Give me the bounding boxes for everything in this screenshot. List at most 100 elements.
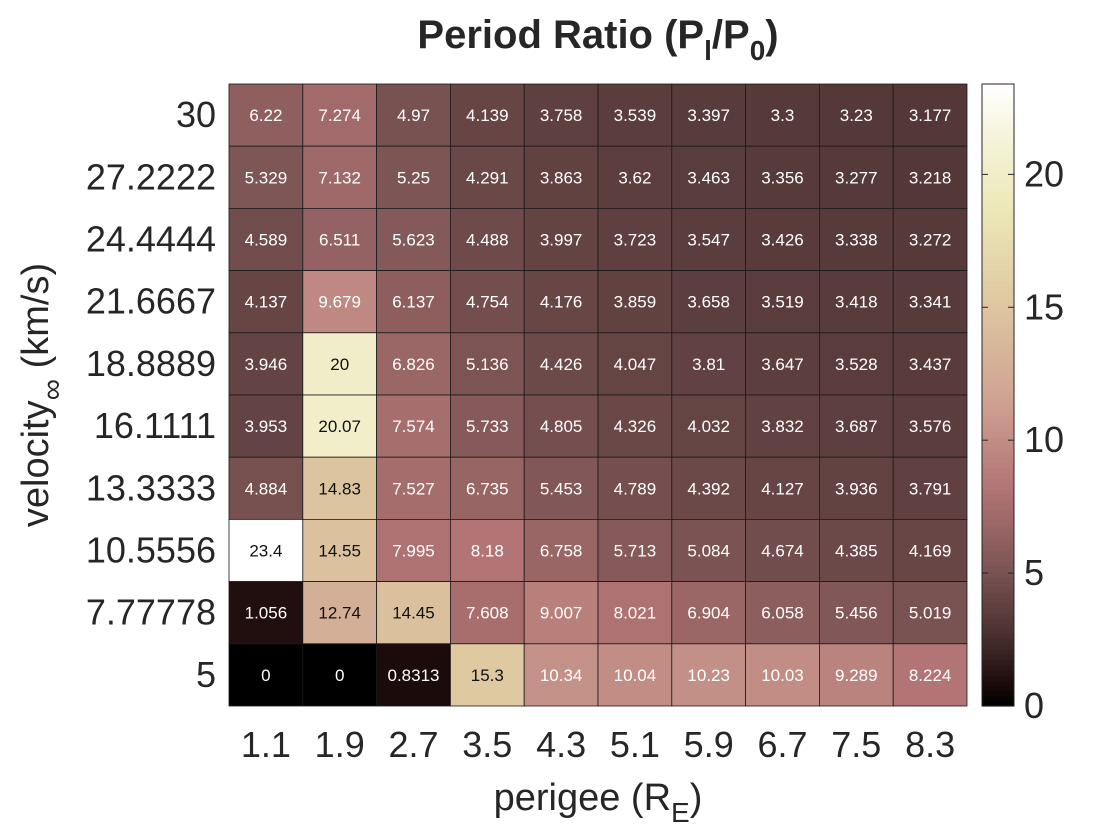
cell-value-label: 5.713 <box>614 542 657 561</box>
heatmap-cell <box>523 394 599 458</box>
heatmap-cell <box>228 456 304 520</box>
heatmap-cell <box>449 581 525 645</box>
heatmap-cell <box>376 207 451 271</box>
cell-value-label: 3.936 <box>835 479 878 498</box>
cell-value-label: 4.291 <box>466 168 509 187</box>
colorbar-strip <box>982 379 1014 386</box>
cell-value-label: 4.385 <box>835 542 878 561</box>
cell-value-label: 9.679 <box>318 293 361 312</box>
cell-value-label: 7.574 <box>392 417 435 436</box>
colorbar-strip <box>982 94 1014 101</box>
colorbar-strip <box>982 550 1014 557</box>
heatmap-cell <box>302 207 377 271</box>
cell-value-label: 3.418 <box>835 293 878 312</box>
heatmap-cell <box>671 643 746 707</box>
heatmap-cell <box>745 581 820 645</box>
cell-value-label: 8.224 <box>909 666 952 685</box>
heatmap-cell <box>376 643 451 707</box>
y-tick-labels: 30 27.2222 24.4444 21.6667 18.8889 16.1111 13.… <box>86 94 216 695</box>
heatmap-cell <box>302 332 377 396</box>
colorbar-strip <box>982 462 1014 469</box>
colorbar-strip <box>982 555 1014 562</box>
colorbar-strip <box>982 218 1014 225</box>
cell-value-label: 4.426 <box>540 355 583 374</box>
heatmap-cell <box>671 270 746 334</box>
colorbar-strip <box>982 674 1014 681</box>
colorbar-strip <box>982 244 1014 251</box>
heatmap-cell <box>819 643 894 707</box>
heatmap-cell <box>597 332 673 396</box>
cell-value-label: 3.946 <box>245 355 288 374</box>
colorbar-strip <box>982 363 1014 370</box>
heatmap-cell <box>597 270 673 334</box>
heatmap-cell <box>745 643 820 707</box>
colorbar-tick-label: 15 <box>1024 286 1064 327</box>
colorbar-strip <box>982 234 1014 241</box>
colorbar-strip <box>982 493 1014 500</box>
colorbar-strip <box>982 685 1014 692</box>
cell-value-label: 3.519 <box>761 293 804 312</box>
heatmap-cell <box>523 270 599 334</box>
cell-value-label: 10.03 <box>761 666 804 685</box>
cell-value-label: 3.62 <box>618 168 651 187</box>
cell-value-label: 5.733 <box>466 417 509 436</box>
cell-value-label: 3.81 <box>692 355 725 374</box>
heatmap-cell <box>892 270 968 334</box>
heatmap-cell <box>892 519 968 583</box>
cell-value-label: 10.23 <box>687 666 730 685</box>
heatmap-cell <box>449 643 525 707</box>
colorbar-strip <box>982 483 1014 489</box>
colorbar-strip <box>982 571 1014 578</box>
cell-value-label: 7.527 <box>392 479 435 498</box>
cell-value-label: 14.83 <box>318 479 361 498</box>
heatmap-cell <box>671 456 746 520</box>
colorbar-strip <box>982 306 1014 313</box>
colorbar-strip <box>982 607 1014 614</box>
cell-value-label: 4.97 <box>397 106 430 125</box>
colorbar-strip <box>982 275 1014 282</box>
colorbar-strip <box>982 405 1014 412</box>
cell-value-label: 3.356 <box>761 168 804 187</box>
cell-value-label: 3.437 <box>909 355 952 374</box>
cell-value-label: 7.274 <box>318 106 361 125</box>
colorbar-strip <box>982 172 1014 178</box>
colorbar-strip <box>982 597 1014 603</box>
heatmap-cell <box>892 581 968 645</box>
heatmap-cell <box>597 394 673 458</box>
cell-value-label: 6.137 <box>392 293 435 312</box>
cell-value-label: 3.791 <box>909 479 952 498</box>
y-tick-label: 18.8889 <box>86 343 216 384</box>
heatmap-cell <box>449 519 525 583</box>
colorbar-strip <box>982 213 1014 220</box>
cell-value-label: 0 <box>335 666 344 685</box>
cell-value-label: 6.22 <box>249 106 282 125</box>
x-tick-label: 8.3 <box>905 724 955 765</box>
x-tick-labels: 1.1 1.9 2.7 3.5 4.3 5.1 5.9 6.7 7.5 8.3 <box>241 724 955 765</box>
colorbar-strip <box>982 441 1014 448</box>
heatmap-cell <box>745 332 820 396</box>
x-tick-label: 6.7 <box>757 724 807 765</box>
x-axis-label: perigee (RE) <box>494 777 703 828</box>
cell-value-label: 12.74 <box>318 604 361 623</box>
cell-value-label: 10.04 <box>614 666 657 685</box>
colorbar-strip <box>982 384 1014 391</box>
colorbar-strip <box>982 472 1014 479</box>
heatmap-cell <box>228 270 304 334</box>
colorbar-strip <box>982 265 1014 272</box>
colorbar-strip <box>982 669 1014 676</box>
colorbar-strip <box>982 229 1014 235</box>
colorbar: 0 5 10 15 20 <box>981 83 1064 726</box>
colorbar-strip <box>982 130 1014 137</box>
colorbar-strip <box>982 260 1014 267</box>
cell-value-label: 4.169 <box>909 542 952 561</box>
heatmap-cell <box>819 332 894 396</box>
colorbar-strip <box>982 524 1014 531</box>
colorbar-frame <box>981 83 1015 707</box>
x-tick-label: 1.9 <box>315 724 365 765</box>
cell-value-label: 5.453 <box>540 479 583 498</box>
colorbar-strip <box>982 182 1014 189</box>
heatmap-cell <box>671 332 746 396</box>
heatmap-cell <box>228 207 304 271</box>
y-tick-label: 5 <box>196 654 216 695</box>
